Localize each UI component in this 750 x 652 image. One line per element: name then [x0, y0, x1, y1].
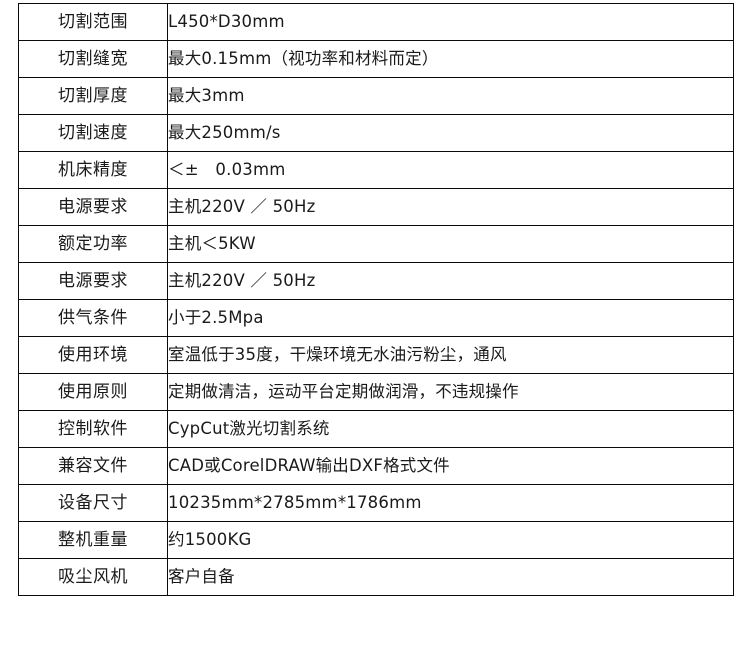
spec-label-text: 额定功率	[58, 233, 128, 254]
spec-value-cell: 小于2.5Mpa	[167, 299, 734, 337]
spec-label-text: 使用环境	[58, 344, 128, 365]
spec-label-cell: 电源要求	[18, 262, 168, 300]
spec-value-cell: 最大250mm/s	[167, 114, 734, 152]
spec-label-cell: 控制软件	[18, 410, 168, 448]
table-row: 吸尘风机 客户自备	[18, 558, 734, 596]
table-row: 切割缝宽 最大0.15mm（视功率和材料而定）	[18, 40, 734, 78]
table-row: 切割范围 L450*D30mm	[18, 3, 734, 41]
spec-label-cell: 切割范围	[18, 3, 168, 41]
spec-label-text: 供气条件	[58, 307, 128, 328]
spec-label-cell: 使用环境	[18, 336, 168, 374]
spec-label-cell: 兼容文件	[18, 447, 168, 485]
spec-value-cell: 主机＜5KW	[167, 225, 734, 263]
table-row: 机床精度 ＜± 0.03mm	[18, 151, 734, 189]
spec-value-text: CAD或CorelDRAW输出DXF格式文件	[168, 455, 450, 475]
spec-label-cell: 整机重量	[18, 521, 168, 559]
table-row: 切割速度 最大250mm/s	[18, 114, 734, 152]
spec-label-text: 控制软件	[58, 418, 128, 439]
spec-label-cell: 设备尺寸	[18, 484, 168, 522]
spec-label-text: 使用原则	[58, 381, 128, 402]
table-row: 设备尺寸 10235mm*2785mm*1786mm	[18, 484, 734, 522]
spec-label-text: 电源要求	[58, 270, 128, 291]
spec-value-text: 10235mm*2785mm*1786mm	[168, 492, 422, 512]
table-row: 供气条件 小于2.5Mpa	[18, 299, 734, 337]
spec-value-cell: L450*D30mm	[167, 3, 734, 41]
spec-label-cell: 吸尘风机	[18, 558, 168, 596]
spec-value-cell: CAD或CorelDRAW输出DXF格式文件	[167, 447, 734, 485]
spec-value-text: L450*D30mm	[168, 11, 285, 31]
specification-table-body: 切割范围 L450*D30mm 切割缝宽 最大0.15mm（视功率和材料而定） 切割厚度…	[18, 3, 734, 596]
spec-value-text: 主机220V ／ 50Hz	[168, 270, 316, 290]
spec-value-text: CypCut激光切割系统	[168, 418, 330, 438]
spec-label-cell: 切割速度	[18, 114, 168, 152]
table-row: 使用原则 定期做清洁，运动平台定期做润滑，不违规操作	[18, 373, 734, 411]
spec-label-cell: 额定功率	[18, 225, 168, 263]
table-row: 兼容文件 CAD或CorelDRAW输出DXF格式文件	[18, 447, 734, 485]
spec-value-text: 小于2.5Mpa	[168, 307, 264, 327]
spec-value-text: 客户自备	[168, 566, 235, 586]
table-row: 整机重量 约1500KG	[18, 521, 734, 559]
spec-label-text: 整机重量	[58, 529, 128, 550]
spec-value-text: 最大3mm	[168, 85, 245, 105]
spec-label-text: 设备尺寸	[58, 492, 128, 513]
spec-value-cell: 主机220V ／ 50Hz	[167, 262, 734, 300]
spec-value-cell: 定期做清洁，运动平台定期做润滑，不违规操作	[167, 373, 734, 411]
spec-value-text: 主机＜5KW	[168, 233, 256, 253]
specification-table: 切割范围 L450*D30mm 切割缝宽 最大0.15mm（视功率和材料而定） 切割厚度…	[18, 3, 734, 596]
spec-value-cell: 室温低于35度，干燥环境无水油污粉尘，通风	[167, 336, 734, 374]
spec-label-cell: 供气条件	[18, 299, 168, 337]
spec-value-text: ＜± 0.03mm	[168, 159, 286, 179]
spec-label-cell: 机床精度	[18, 151, 168, 189]
spec-value-cell: 约1500KG	[167, 521, 734, 559]
table-row: 电源要求 主机220V ／ 50Hz	[18, 188, 734, 226]
table-row: 电源要求 主机220V ／ 50Hz	[18, 262, 734, 300]
spec-label-text: 切割范围	[58, 11, 128, 32]
spec-label-text: 切割缝宽	[58, 48, 128, 69]
spec-value-text: 室温低于35度，干燥环境无水油污粉尘，通风	[168, 344, 507, 364]
spec-value-cell: 最大3mm	[167, 77, 734, 115]
spec-label-text: 切割厚度	[58, 85, 128, 106]
spec-value-text: 约1500KG	[168, 529, 252, 549]
spec-label-cell: 使用原则	[18, 373, 168, 411]
spec-value-text: 定期做清洁，运动平台定期做润滑，不违规操作	[168, 381, 519, 401]
spec-label-text: 切割速度	[58, 122, 128, 143]
spec-value-cell: 10235mm*2785mm*1786mm	[167, 484, 734, 522]
spec-value-cell: ＜± 0.03mm	[167, 151, 734, 189]
spec-value-cell: CypCut激光切割系统	[167, 410, 734, 448]
spec-value-cell: 最大0.15mm（视功率和材料而定）	[167, 40, 734, 78]
table-row: 控制软件 CypCut激光切割系统	[18, 410, 734, 448]
spec-value-text: 最大250mm/s	[168, 122, 281, 142]
spec-value-text: 最大0.15mm（视功率和材料而定）	[168, 48, 439, 68]
spec-label-cell: 切割缝宽	[18, 40, 168, 78]
spec-label-text: 兼容文件	[58, 455, 128, 476]
table-row: 切割厚度 最大3mm	[18, 77, 734, 115]
spec-label-text: 电源要求	[58, 196, 128, 217]
specification-table-container: 切割范围 L450*D30mm 切割缝宽 最大0.15mm（视功率和材料而定） 切割厚度…	[18, 3, 734, 596]
spec-label-text: 机床精度	[58, 159, 128, 180]
spec-value-cell: 客户自备	[167, 558, 734, 596]
spec-value-cell: 主机220V ／ 50Hz	[167, 188, 734, 226]
spec-label-cell: 切割厚度	[18, 77, 168, 115]
spec-label-text: 吸尘风机	[58, 566, 128, 587]
table-row: 额定功率 主机＜5KW	[18, 225, 734, 263]
spec-label-cell: 电源要求	[18, 188, 168, 226]
spec-value-text: 主机220V ／ 50Hz	[168, 196, 316, 216]
table-row: 使用环境 室温低于35度，干燥环境无水油污粉尘，通风	[18, 336, 734, 374]
